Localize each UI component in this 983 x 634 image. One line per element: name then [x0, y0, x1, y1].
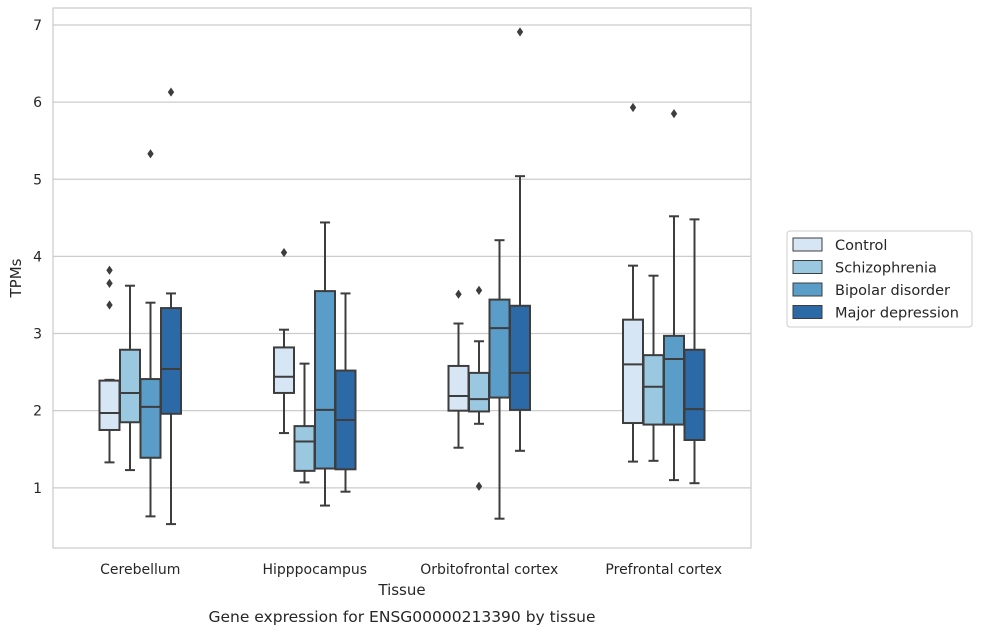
outlier-point [455, 289, 462, 299]
plot-frame [52, 7, 752, 549]
box-iqr [98, 379, 121, 431]
x-tick-label: Hipppocampus [262, 562, 367, 578]
outlier-point [475, 285, 483, 295]
x-axis-ticks: Cerebellum Hipppocampus Orbitofrontal cort… [100, 562, 722, 578]
box-2-2 [488, 239, 511, 520]
figure-caption: Gene expression for ENSG00000213390 by t… [208, 608, 595, 626]
legend-swatch [792, 260, 823, 274]
y-tick-label: 5 [33, 172, 42, 188]
box-0-0 [98, 265, 121, 464]
y-axis-ticks: 1 2 3 4 5 6 7 [33, 18, 42, 497]
outlier-point [106, 265, 113, 275]
y-tick-label: 6 [33, 95, 42, 111]
box-3-1 [642, 274, 665, 462]
outlier-point [106, 278, 113, 288]
outlier-point [670, 109, 678, 119]
outlier-point [629, 102, 637, 113]
legend-frame [786, 230, 973, 328]
y-tick-label: 3 [33, 327, 42, 343]
legend-label: Major depression [835, 306, 959, 322]
outlier-point [475, 481, 483, 491]
box-iqr [488, 298, 511, 399]
box-iqr [139, 378, 162, 459]
box-iqr [273, 346, 295, 394]
box-3-3 [683, 218, 706, 485]
x-tick-label: Orbitofrontal cortex [420, 562, 558, 578]
y-tick-label: 2 [33, 404, 42, 420]
box-1-2 [314, 221, 336, 507]
y-axis-label: TPMs [7, 258, 25, 298]
box-iqr [447, 364, 470, 412]
x-tick-label: Cerebellum [100, 562, 180, 578]
box-iqr [119, 348, 141, 424]
box-2-0 [447, 289, 470, 449]
legend-item: Bipolar disorder [792, 282, 950, 299]
box-iqr [663, 334, 685, 426]
legend-label: Bipolar disorder [835, 283, 950, 299]
box-iqr [160, 307, 182, 415]
box-1-0 [273, 247, 295, 435]
outlier-point [147, 149, 154, 159]
outlier-point [167, 87, 175, 97]
outlier-point [280, 247, 288, 258]
outlier-point [516, 27, 524, 37]
box-iqr [642, 354, 665, 426]
legend: Control Schizophrenia Bipolar disorder Majo… [786, 230, 973, 328]
legend-label: Control [835, 238, 887, 254]
box-iqr [293, 425, 316, 472]
x-axis-label: Tissue [377, 581, 425, 599]
box-2-3 [509, 27, 531, 452]
box-iqr [683, 348, 706, 441]
y-tick-label: 1 [33, 481, 42, 497]
box-1-1 [293, 362, 316, 484]
legend-item: Control [792, 237, 887, 254]
legend-item: Major depression [792, 305, 959, 322]
y-tick-label: 7 [33, 18, 42, 34]
box-1-3 [334, 292, 357, 493]
box-iqr [314, 290, 336, 470]
legend-swatch [792, 282, 823, 297]
y-tick-label: 4 [33, 249, 42, 265]
box-0-1 [119, 284, 141, 472]
box-0-2 [139, 149, 162, 518]
legend-label: Schizophrenia [835, 261, 937, 277]
legend-swatch [792, 237, 823, 252]
box-plots [98, 27, 706, 526]
outlier-point [106, 300, 113, 310]
box-3-0 [622, 102, 644, 463]
x-tick-label: Prefrontal cortex [605, 562, 722, 578]
box-0-3 [160, 87, 182, 526]
box-iqr [468, 371, 490, 413]
legend-swatch [792, 305, 823, 319]
box-2-1 [468, 285, 490, 491]
box-iqr [622, 318, 644, 425]
box-iqr [509, 304, 531, 411]
legend-item: Schizophrenia [792, 260, 937, 277]
box-3-2 [663, 109, 685, 482]
